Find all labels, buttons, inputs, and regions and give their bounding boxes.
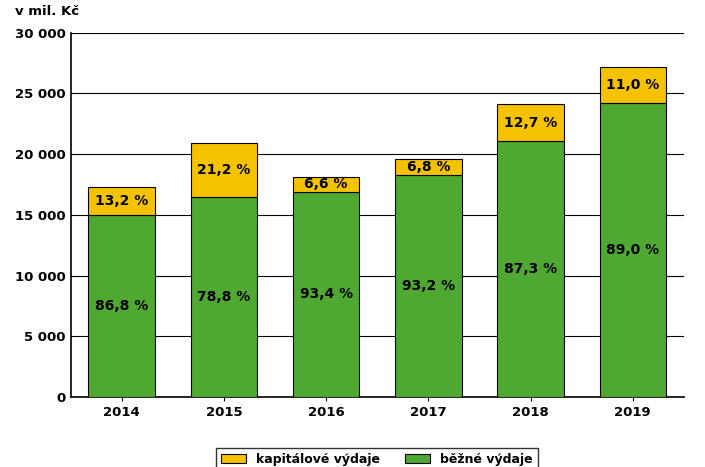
Bar [497,104,564,142]
Text: 78,8 %: 78,8 % [197,290,250,304]
Text: 21,2 %: 21,2 % [197,163,250,177]
Text: 6,6 %: 6,6 % [305,177,348,191]
Bar [293,191,360,397]
Bar [190,197,257,397]
Bar [497,142,564,397]
Text: 89,0 %: 89,0 % [606,243,659,257]
Text: v mil. Kč: v mil. Kč [16,5,80,18]
Bar [190,143,257,197]
Bar [395,175,462,397]
Text: 13,2 %: 13,2 % [95,194,148,208]
Text: 12,7 %: 12,7 % [504,116,557,130]
Bar [88,215,155,397]
Bar [395,159,462,175]
Bar [293,177,360,191]
Text: 11,0 %: 11,0 % [606,78,659,92]
Text: 6,8 %: 6,8 % [407,160,450,174]
Text: 87,3 %: 87,3 % [504,262,557,276]
Text: 86,8 %: 86,8 % [95,299,148,313]
Bar [599,67,666,103]
Bar [88,187,155,215]
Bar [599,103,666,397]
Text: 93,4 %: 93,4 % [300,287,352,301]
Legend: kapitálové výdaje, běžné výdaje: kapitálové výdaje, běžné výdaje [216,448,538,467]
Text: 93,2 %: 93,2 % [402,279,455,293]
